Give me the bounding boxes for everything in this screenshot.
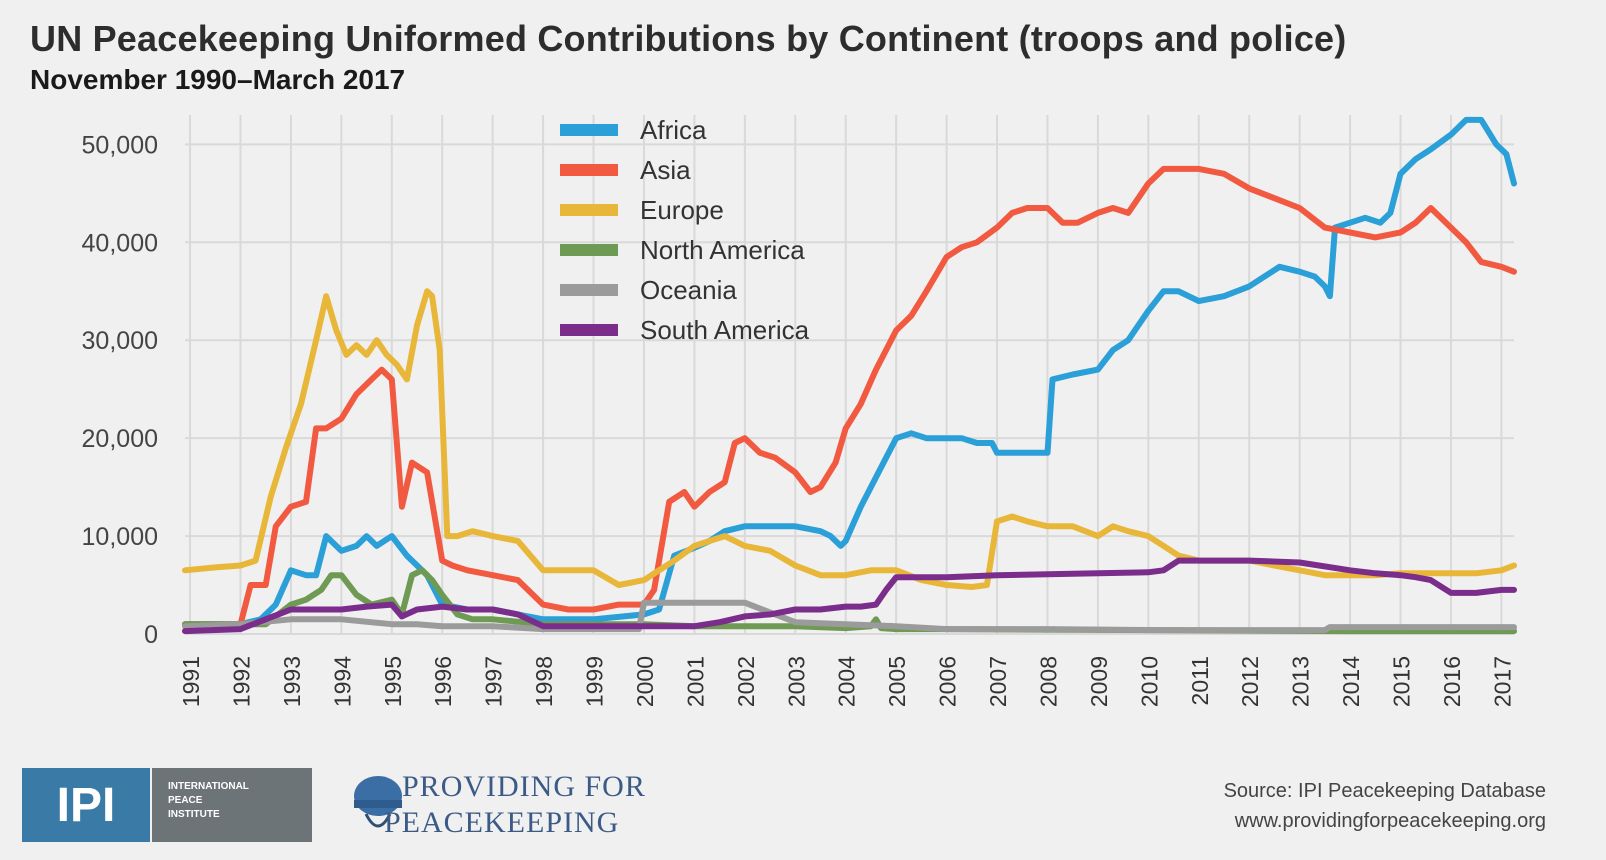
y-axis-ticks: 0 10,000 20,000 30,000 40,000 50,000: [82, 131, 158, 649]
ppk-line-2: PEACEKEEPING: [384, 806, 620, 839]
x-tick-label: 2003: [783, 656, 809, 707]
series-line-asia: [182, 165, 1517, 628]
y-tick-label: 0: [144, 621, 158, 649]
y-tick-label: 30,000: [82, 327, 158, 355]
legend-label: Oceania: [640, 275, 737, 305]
x-axis-ticks: 1991 1992 1993 1994 1995 1996 1997 1998 1999 2000…: [178, 656, 1515, 707]
x-tick-label: 2007: [985, 656, 1011, 707]
ipi-org-line: INSTITUTE: [168, 809, 220, 820]
y-tick-label: 40,000: [82, 229, 158, 257]
x-tick-label: 2011: [1187, 656, 1213, 705]
source-note: Source: IPI Peacekeeping Database www.pr…: [1224, 776, 1546, 836]
x-tick-label: 2008: [1035, 656, 1061, 707]
x-tick-label: 2015: [1389, 656, 1415, 707]
x-tick-label: 1991: [178, 656, 204, 707]
x-tick-label: 2014: [1338, 656, 1364, 707]
x-tick-label: 2009: [1086, 656, 1112, 707]
chart-series: [182, 116, 1517, 635]
x-tick-label: 1994: [329, 656, 355, 707]
legend-label: South America: [640, 315, 810, 345]
x-tick-label: 2016: [1439, 656, 1465, 707]
chart-legend: Africa Asia Europe North America Oceania Sout…: [560, 115, 810, 345]
x-tick-label: 2001: [682, 656, 708, 707]
x-tick-label: 2004: [834, 656, 860, 707]
x-tick-label: 1993: [279, 656, 305, 707]
series-line-africa: [182, 116, 1517, 628]
y-tick-label: 10,000: [82, 523, 158, 551]
ipi-org-line: PEACE: [168, 795, 203, 806]
series-line-oceania: [182, 599, 1517, 634]
x-tick-label: 1998: [531, 656, 557, 707]
legend-label: Asia: [640, 155, 691, 185]
y-tick-label: 20,000: [82, 425, 158, 453]
source-url: www.providingforpeacekeeping.org: [1234, 810, 1546, 832]
legend-label: North America: [640, 235, 805, 265]
source-line: Source: IPI Peacekeeping Database: [1223, 780, 1546, 802]
x-tick-label: 2002: [733, 656, 759, 707]
ppk-line-1: PROVIDING FOR: [402, 770, 646, 803]
x-tick-label: 1992: [228, 656, 254, 707]
x-tick-label: 1995: [380, 656, 406, 707]
page-title: UN Peacekeeping Uniformed Contributions …: [30, 18, 1347, 59]
providing-for-peacekeeping-logo: PROVIDING FOR PEACEKEEPING: [350, 770, 650, 850]
x-tick-label: 1997: [481, 656, 507, 707]
helmet-icon: [354, 776, 402, 828]
x-tick-label: 2013: [1288, 656, 1314, 707]
series-line-south-america: [182, 557, 1517, 635]
ipi-logo: IPI: [22, 768, 150, 842]
x-tick-label: 2012: [1237, 656, 1263, 707]
x-tick-label: 1996: [430, 656, 456, 707]
page-subtitle: November 1990–March 2017: [30, 64, 406, 95]
ipi-org-line: INTERNATIONAL: [168, 781, 249, 792]
y-tick-label: 50,000: [82, 131, 158, 159]
legend-label: Africa: [640, 115, 707, 145]
x-tick-label: 1999: [582, 656, 608, 707]
legend-label: Europe: [640, 195, 724, 225]
x-tick-label: 2017: [1489, 656, 1515, 707]
x-tick-label: 2010: [1136, 656, 1162, 707]
x-tick-label: 2005: [884, 656, 910, 707]
x-tick-label: 2000: [632, 656, 658, 707]
x-tick-label: 2006: [935, 656, 961, 707]
ipi-org-name: INTERNATIONAL PEACE INSTITUTE: [152, 768, 312, 842]
line-chart: 0 10,000 20,000 30,000 40,000 50,000 1991 1992…: [82, 115, 1517, 707]
